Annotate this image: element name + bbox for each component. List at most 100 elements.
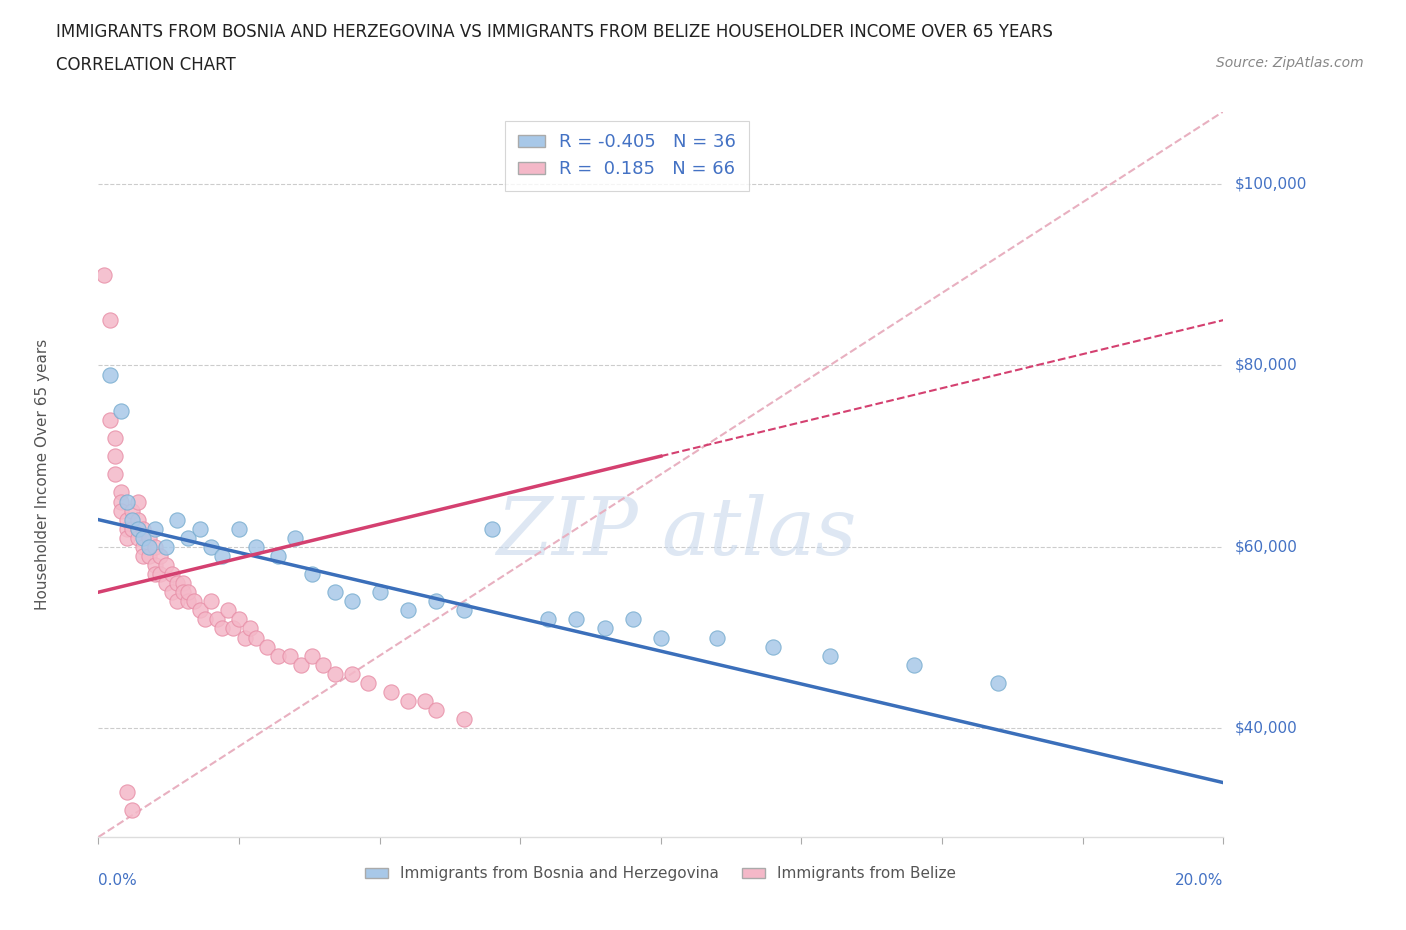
Text: $60,000: $60,000 [1234,539,1298,554]
Point [762,639,785,654]
Text: CORRELATION CHART: CORRELATION CHART [56,56,236,73]
Point [706,631,728,645]
Point [143,521,166,536]
Point [110,404,132,418]
Point [132,521,155,536]
Point [425,703,447,718]
Point [301,566,323,581]
Point [177,530,200,545]
Point [323,585,346,600]
Point [222,621,245,636]
Point [183,594,205,609]
Point [228,521,250,536]
Point [121,521,143,536]
Point [110,494,132,509]
Point [138,539,160,554]
Point [166,594,188,609]
Point [593,621,616,636]
Point [177,585,200,600]
Point [453,603,475,618]
Point [143,539,166,554]
Point [115,512,138,527]
Point [537,612,560,627]
Point [166,576,188,591]
Point [115,521,138,536]
Text: ZIP: ZIP [496,494,638,571]
Point [121,803,143,817]
Point [312,658,335,672]
Point [245,539,267,554]
Point [177,594,200,609]
Point [340,594,363,609]
Point [104,449,127,464]
Point [160,585,183,600]
Point [278,648,301,663]
Point [396,694,419,709]
Point [301,648,323,663]
Point [155,576,177,591]
Point [110,503,132,518]
Point [818,648,841,663]
Text: 20.0%: 20.0% [1175,873,1223,888]
Point [172,585,194,600]
Point [127,530,149,545]
Point [453,711,475,726]
Legend: Immigrants from Bosnia and Herzegovina, Immigrants from Belize: Immigrants from Bosnia and Herzegovina, … [359,860,963,887]
Point [121,503,143,518]
Point [284,530,307,545]
Text: $40,000: $40,000 [1234,721,1298,736]
Point [290,658,312,672]
Point [267,549,290,564]
Point [98,413,121,428]
Point [217,603,239,618]
Point [650,631,672,645]
Point [256,639,278,654]
Point [93,268,115,283]
Text: Source: ZipAtlas.com: Source: ZipAtlas.com [1216,56,1364,70]
Point [98,367,121,382]
Point [132,549,155,564]
Text: Householder Income Over 65 years: Householder Income Over 65 years [35,339,49,610]
Point [115,530,138,545]
Point [987,675,1010,690]
Point [481,521,503,536]
Point [143,566,166,581]
Point [155,558,177,573]
Point [155,539,177,554]
Point [396,603,419,618]
Point [323,667,346,682]
Text: IMMIGRANTS FROM BOSNIA AND HERZEGOVINA VS IMMIGRANTS FROM BELIZE HOUSEHOLDER INC: IMMIGRANTS FROM BOSNIA AND HERZEGOVINA V… [56,23,1053,41]
Point [211,621,233,636]
Point [127,512,149,527]
Point [127,521,149,536]
Point [357,675,380,690]
Text: $100,000: $100,000 [1234,177,1306,192]
Point [160,566,183,581]
Point [127,494,149,509]
Point [127,521,149,536]
Point [138,530,160,545]
Point [239,621,262,636]
Point [115,494,138,509]
Point [200,594,222,609]
Point [132,530,155,545]
Point [149,549,172,564]
Point [104,467,127,482]
Point [110,485,132,500]
Point [143,558,166,573]
Point [138,549,160,564]
Point [132,539,155,554]
Point [115,784,138,799]
Point [194,612,217,627]
Point [121,512,143,527]
Text: $80,000: $80,000 [1234,358,1298,373]
Point [172,576,194,591]
Point [621,612,644,627]
Text: 0.0%: 0.0% [98,873,138,888]
Point [380,684,402,699]
Point [149,566,172,581]
Point [211,549,233,564]
Point [104,431,127,445]
Point [200,539,222,554]
Point [188,521,211,536]
